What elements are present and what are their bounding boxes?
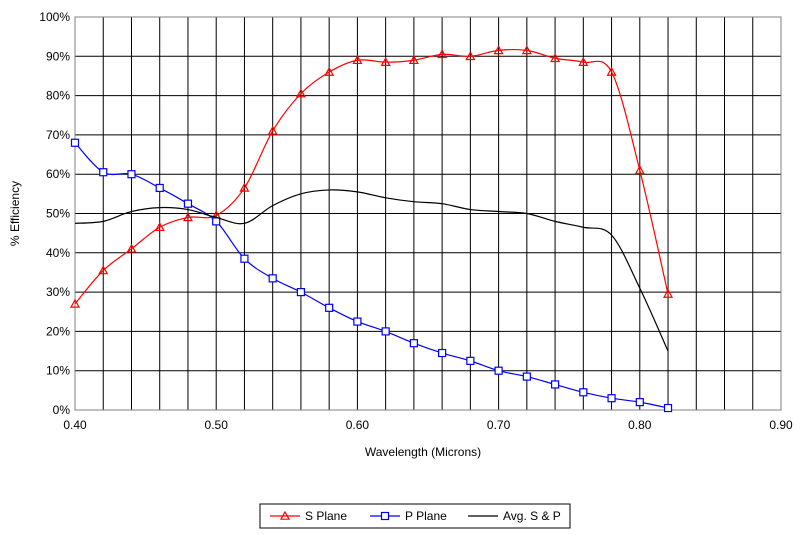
y-tick-label: 40% (46, 246, 70, 260)
data-point-s-plane (634, 165, 645, 175)
data-point-s-plane (606, 66, 617, 76)
data-point-p-plane (579, 388, 588, 397)
y-tick-label: 30% (46, 285, 70, 299)
data-point-s-plane (239, 182, 250, 192)
series-line-s-plane (74, 48, 669, 305)
x-tick-label: 0.80 (628, 418, 652, 432)
data-point-s-plane (182, 212, 193, 222)
data-point-s-plane (267, 125, 278, 135)
legend-item-avg-s-p: Avg. S & P (468, 509, 561, 523)
data-point-s-plane (465, 51, 476, 61)
y-axis-title: % Efficiency (8, 181, 22, 246)
data-point-p-plane (607, 394, 616, 403)
data-point-s-plane (663, 288, 674, 298)
data-point-p-plane (99, 168, 108, 177)
series-line-avg-s-p (74, 189, 669, 352)
legend-marker (279, 510, 291, 520)
y-tick-label: 10% (46, 364, 70, 378)
legend-label: P Plane (405, 509, 447, 523)
x-axis-title: Wavelength (Microns) (365, 445, 481, 459)
data-point-s-plane (521, 45, 532, 55)
data-point-p-plane (381, 327, 390, 336)
data-point-p-plane (183, 199, 193, 208)
y-tick-label: 70% (46, 128, 70, 142)
legend-box (259, 503, 571, 529)
y-tick-label: 90% (46, 49, 70, 63)
data-point-p-plane (438, 348, 447, 358)
data-point-p-plane (466, 356, 475, 365)
data-point-s-plane (380, 56, 391, 66)
data-point-p-plane (522, 372, 531, 381)
series-avg-s-p (74, 189, 669, 352)
legend-item-s-plane: S Plane (270, 509, 347, 523)
series-group (69, 45, 674, 413)
data-point-s-plane (493, 45, 504, 55)
data-point-p-plane (127, 170, 136, 179)
legend-items: S Plane P Plane Avg. S & P (270, 509, 561, 523)
x-tick-label: 0.70 (487, 418, 511, 432)
data-point-s-plane (352, 54, 363, 65)
data-point-p-plane (70, 138, 80, 147)
legend-label: Avg. S & P (503, 509, 561, 523)
data-point-s-plane (69, 298, 81, 308)
data-point-s-plane (408, 54, 419, 65)
data-point-s-plane (126, 243, 137, 253)
data-point-p-plane (494, 366, 503, 375)
data-point-p-plane (409, 339, 418, 348)
data-point-p-plane (325, 303, 334, 312)
data-point-p-plane (635, 398, 644, 407)
data-point-s-plane (437, 49, 448, 59)
y-tick-label: 80% (46, 89, 70, 103)
data-point-s-plane (295, 88, 306, 98)
x-tick-label: 0.50 (205, 418, 229, 432)
x-tick-label: 0.90 (769, 418, 793, 432)
tick-labels: 0% 10% 20% 30% 40% 50% 60% 70% 80% 90% 100% 0.40 0.5… (39, 10, 793, 432)
data-point-p-plane (240, 254, 249, 263)
series-p-plane (70, 138, 673, 413)
legend-item-p-plane: P Plane (370, 509, 447, 523)
plot-area-frame (74, 16, 782, 411)
data-point-s-plane (154, 222, 165, 232)
data-point-p-plane (268, 274, 277, 283)
legend-marker (380, 511, 390, 521)
data-point-s-plane (98, 265, 109, 275)
data-point-s-plane (324, 66, 335, 76)
y-tick-label: 20% (46, 324, 70, 338)
y-tick-label: 100% (39, 10, 70, 24)
data-point-p-plane (296, 288, 306, 297)
y-tick-label: 50% (46, 207, 70, 221)
data-point-p-plane (663, 403, 673, 413)
x-tick-label: 0.60 (346, 418, 370, 432)
data-point-s-plane (578, 56, 589, 66)
legend-label: S Plane (305, 509, 347, 523)
series-line-p-plane (74, 142, 669, 409)
y-tick-label: 0% (53, 403, 71, 417)
legend: S Plane P Plane Avg. S & P (259, 503, 571, 529)
y-tick-label: 60% (46, 167, 70, 181)
data-point-p-plane (155, 183, 164, 193)
series-s-plane (69, 45, 674, 308)
data-point-p-plane (353, 317, 362, 326)
data-point-s-plane (550, 53, 561, 63)
x-tick-label: 0.40 (63, 418, 87, 432)
data-point-p-plane (212, 217, 221, 226)
data-point-p-plane (550, 380, 560, 389)
